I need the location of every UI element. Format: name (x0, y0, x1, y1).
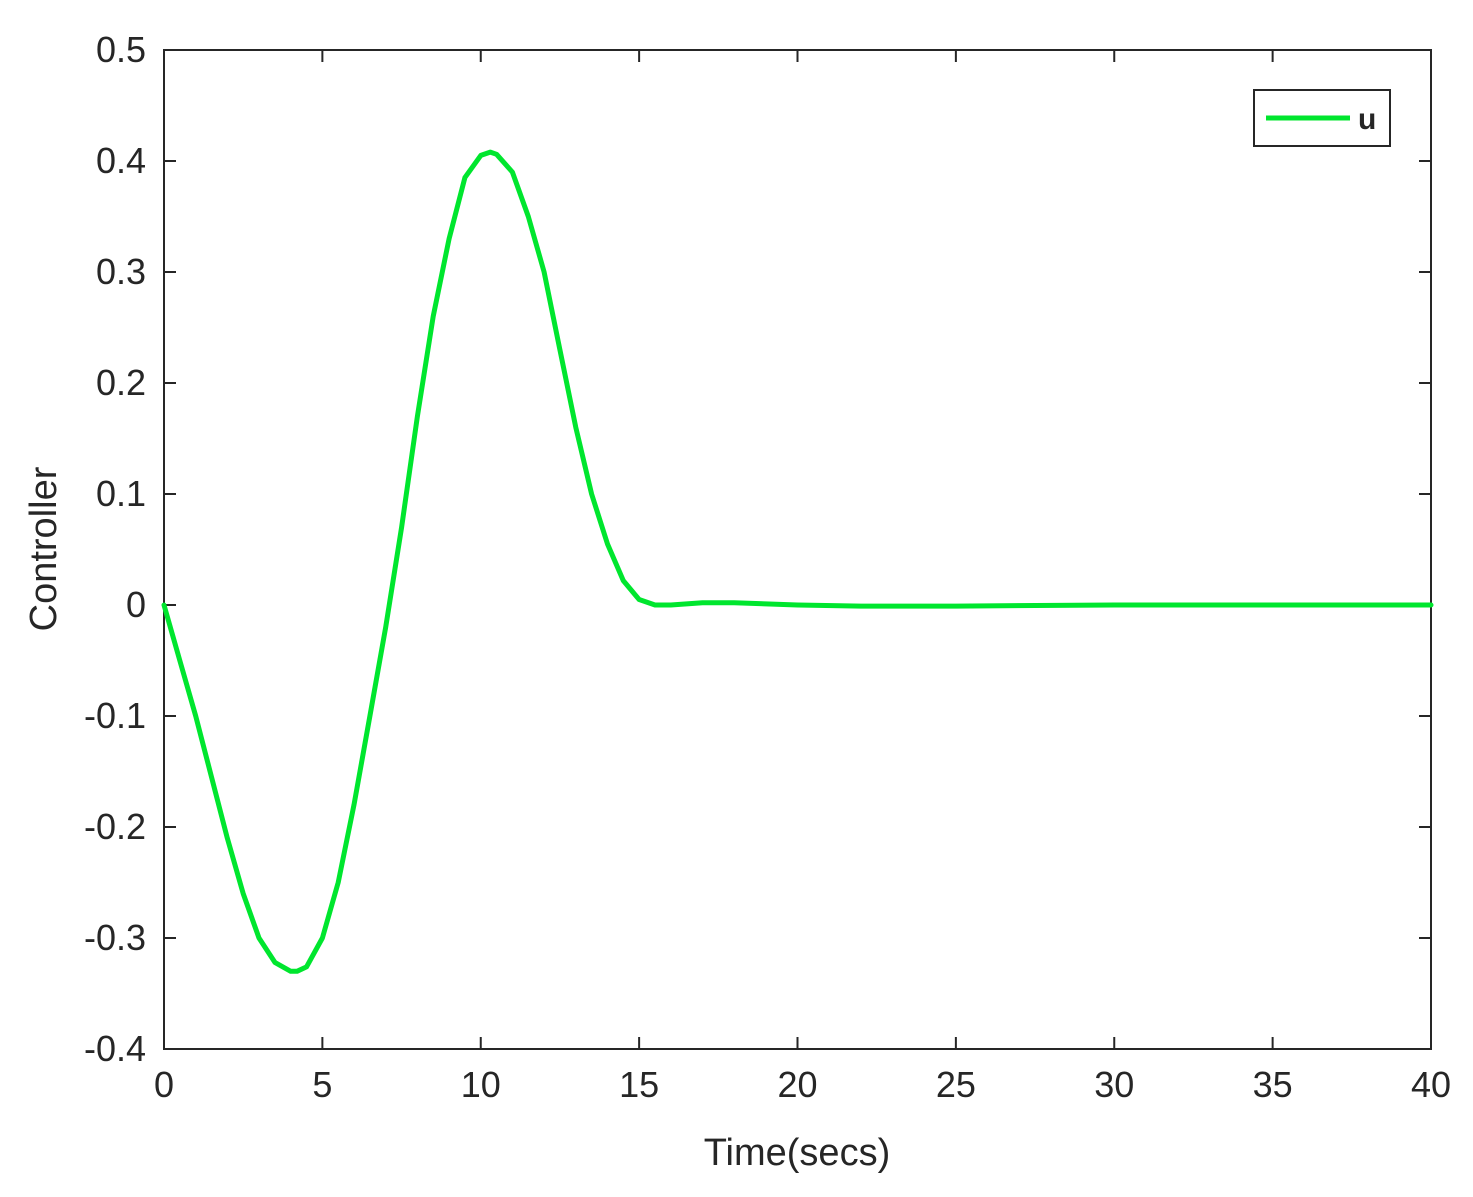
series-line-u (161, 149, 1434, 974)
y-tick-labels: -0.4 -0.3 -0.2 -0.1 0 0.1 0.2 0.3 0.4 0.5 (84, 29, 146, 1069)
x-tick-label: 20 (777, 1064, 817, 1105)
x-tick-label: 25 (936, 1064, 976, 1105)
y-tick-label: -0.3 (84, 917, 146, 958)
y-tick-label: 0.2 (96, 362, 146, 403)
y-tick-label: 0.5 (96, 29, 146, 70)
legend-label-u: u (1358, 103, 1376, 136)
y-tick-label: 0.4 (96, 140, 146, 181)
x-tick-label: 15 (619, 1064, 659, 1105)
y-tick-label: -0.1 (84, 695, 146, 736)
x-tick-label: 0 (154, 1064, 174, 1105)
plot-area (163, 49, 1432, 1050)
axis-ticks (163, 49, 1432, 1050)
y-tick-label: -0.4 (84, 1028, 146, 1069)
series-layer (161, 149, 1434, 974)
x-axis-title: Time(secs) (704, 1132, 890, 1174)
legend: u (1253, 89, 1391, 147)
x-tick-label: 5 (312, 1064, 332, 1105)
x-tick-label: 30 (1094, 1064, 1134, 1105)
y-tick-label: 0.1 (96, 473, 146, 514)
y-tick-label: -0.2 (84, 806, 146, 847)
y-axis-title: Controller (23, 466, 65, 631)
y-tick-label: 0 (126, 584, 146, 625)
x-tick-label: 10 (461, 1064, 501, 1105)
x-tick-label: 40 (1411, 1064, 1451, 1105)
x-tick-labels: 0 5 10 15 20 25 30 35 40 (154, 1064, 1451, 1105)
y-tick-label: 0.3 (96, 251, 146, 292)
x-tick-label: 35 (1253, 1064, 1293, 1105)
